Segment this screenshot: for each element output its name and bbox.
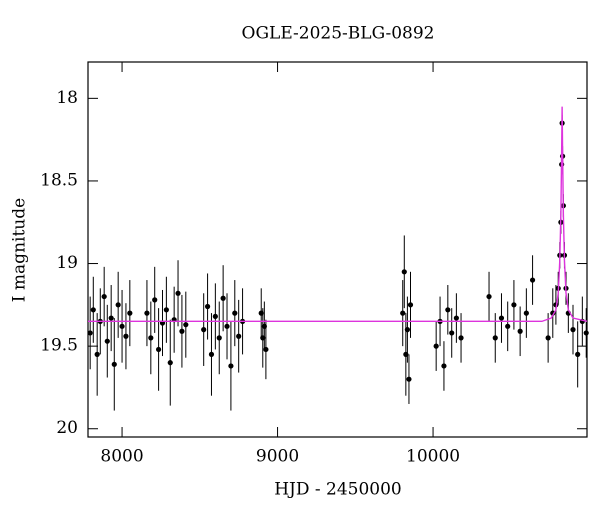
data-point bbox=[127, 310, 133, 316]
data-point bbox=[144, 310, 150, 316]
data-point bbox=[404, 327, 410, 333]
data-point bbox=[167, 360, 173, 366]
data-point bbox=[148, 335, 154, 341]
x-tick-label: 9000 bbox=[256, 447, 299, 467]
data-point bbox=[498, 315, 505, 321]
data-point bbox=[175, 290, 181, 296]
data-point bbox=[123, 333, 129, 339]
data-point bbox=[449, 330, 455, 336]
data-point bbox=[201, 327, 207, 333]
data-point bbox=[90, 307, 96, 313]
data-point bbox=[407, 302, 414, 308]
data-point bbox=[406, 376, 412, 382]
data-point bbox=[232, 310, 238, 316]
data-point bbox=[111, 361, 117, 367]
chart-title: OGLE-2025-BLG-0892 bbox=[242, 24, 435, 44]
data-point bbox=[263, 346, 269, 353]
data-point bbox=[115, 302, 121, 308]
data-point bbox=[101, 293, 107, 300]
data-point bbox=[179, 328, 185, 334]
data-point bbox=[492, 335, 498, 341]
data-point bbox=[216, 335, 222, 341]
data-point bbox=[570, 327, 576, 333]
data-point bbox=[224, 323, 230, 329]
data-point bbox=[445, 307, 451, 313]
data-point bbox=[583, 330, 589, 336]
y-tick-label: 18 bbox=[56, 88, 78, 108]
data-point bbox=[433, 343, 439, 349]
data-point bbox=[441, 363, 447, 369]
data-point bbox=[453, 315, 459, 321]
data-point bbox=[400, 310, 406, 316]
y-tick-label: 19.5 bbox=[40, 336, 78, 356]
data-point bbox=[94, 351, 100, 358]
data-point bbox=[119, 323, 125, 329]
data-point bbox=[511, 302, 517, 308]
x-axis-label: HJD - 2450000 bbox=[274, 480, 402, 500]
data-point bbox=[152, 297, 158, 303]
y-tick-label: 19 bbox=[56, 253, 78, 273]
data-point bbox=[575, 351, 581, 358]
data-point bbox=[104, 338, 110, 344]
data-point bbox=[486, 293, 492, 300]
model-curve bbox=[88, 106, 588, 323]
plot-frame bbox=[87, 61, 588, 438]
data-point bbox=[505, 323, 511, 329]
data-point bbox=[163, 307, 169, 313]
data-point bbox=[220, 295, 226, 301]
data-point bbox=[108, 315, 114, 321]
x-tick-label: 8000 bbox=[100, 447, 143, 467]
y-tick-label: 18.5 bbox=[40, 170, 78, 190]
data-point bbox=[87, 330, 93, 336]
data-point bbox=[155, 346, 162, 353]
data-point bbox=[458, 335, 464, 341]
data-point bbox=[236, 333, 242, 339]
data-point bbox=[204, 303, 211, 310]
data-point bbox=[545, 335, 551, 341]
data-point bbox=[208, 351, 215, 358]
y-tick-label: 20 bbox=[56, 418, 78, 438]
data-point bbox=[523, 310, 529, 316]
data-point bbox=[212, 313, 218, 320]
x-tick-label: 10000 bbox=[406, 447, 460, 467]
y-axis-label: I magnitude bbox=[10, 198, 30, 302]
data-point bbox=[517, 328, 523, 334]
data-point bbox=[401, 269, 407, 275]
data-point bbox=[529, 277, 536, 283]
data-point bbox=[183, 322, 189, 328]
data-point bbox=[228, 363, 234, 369]
